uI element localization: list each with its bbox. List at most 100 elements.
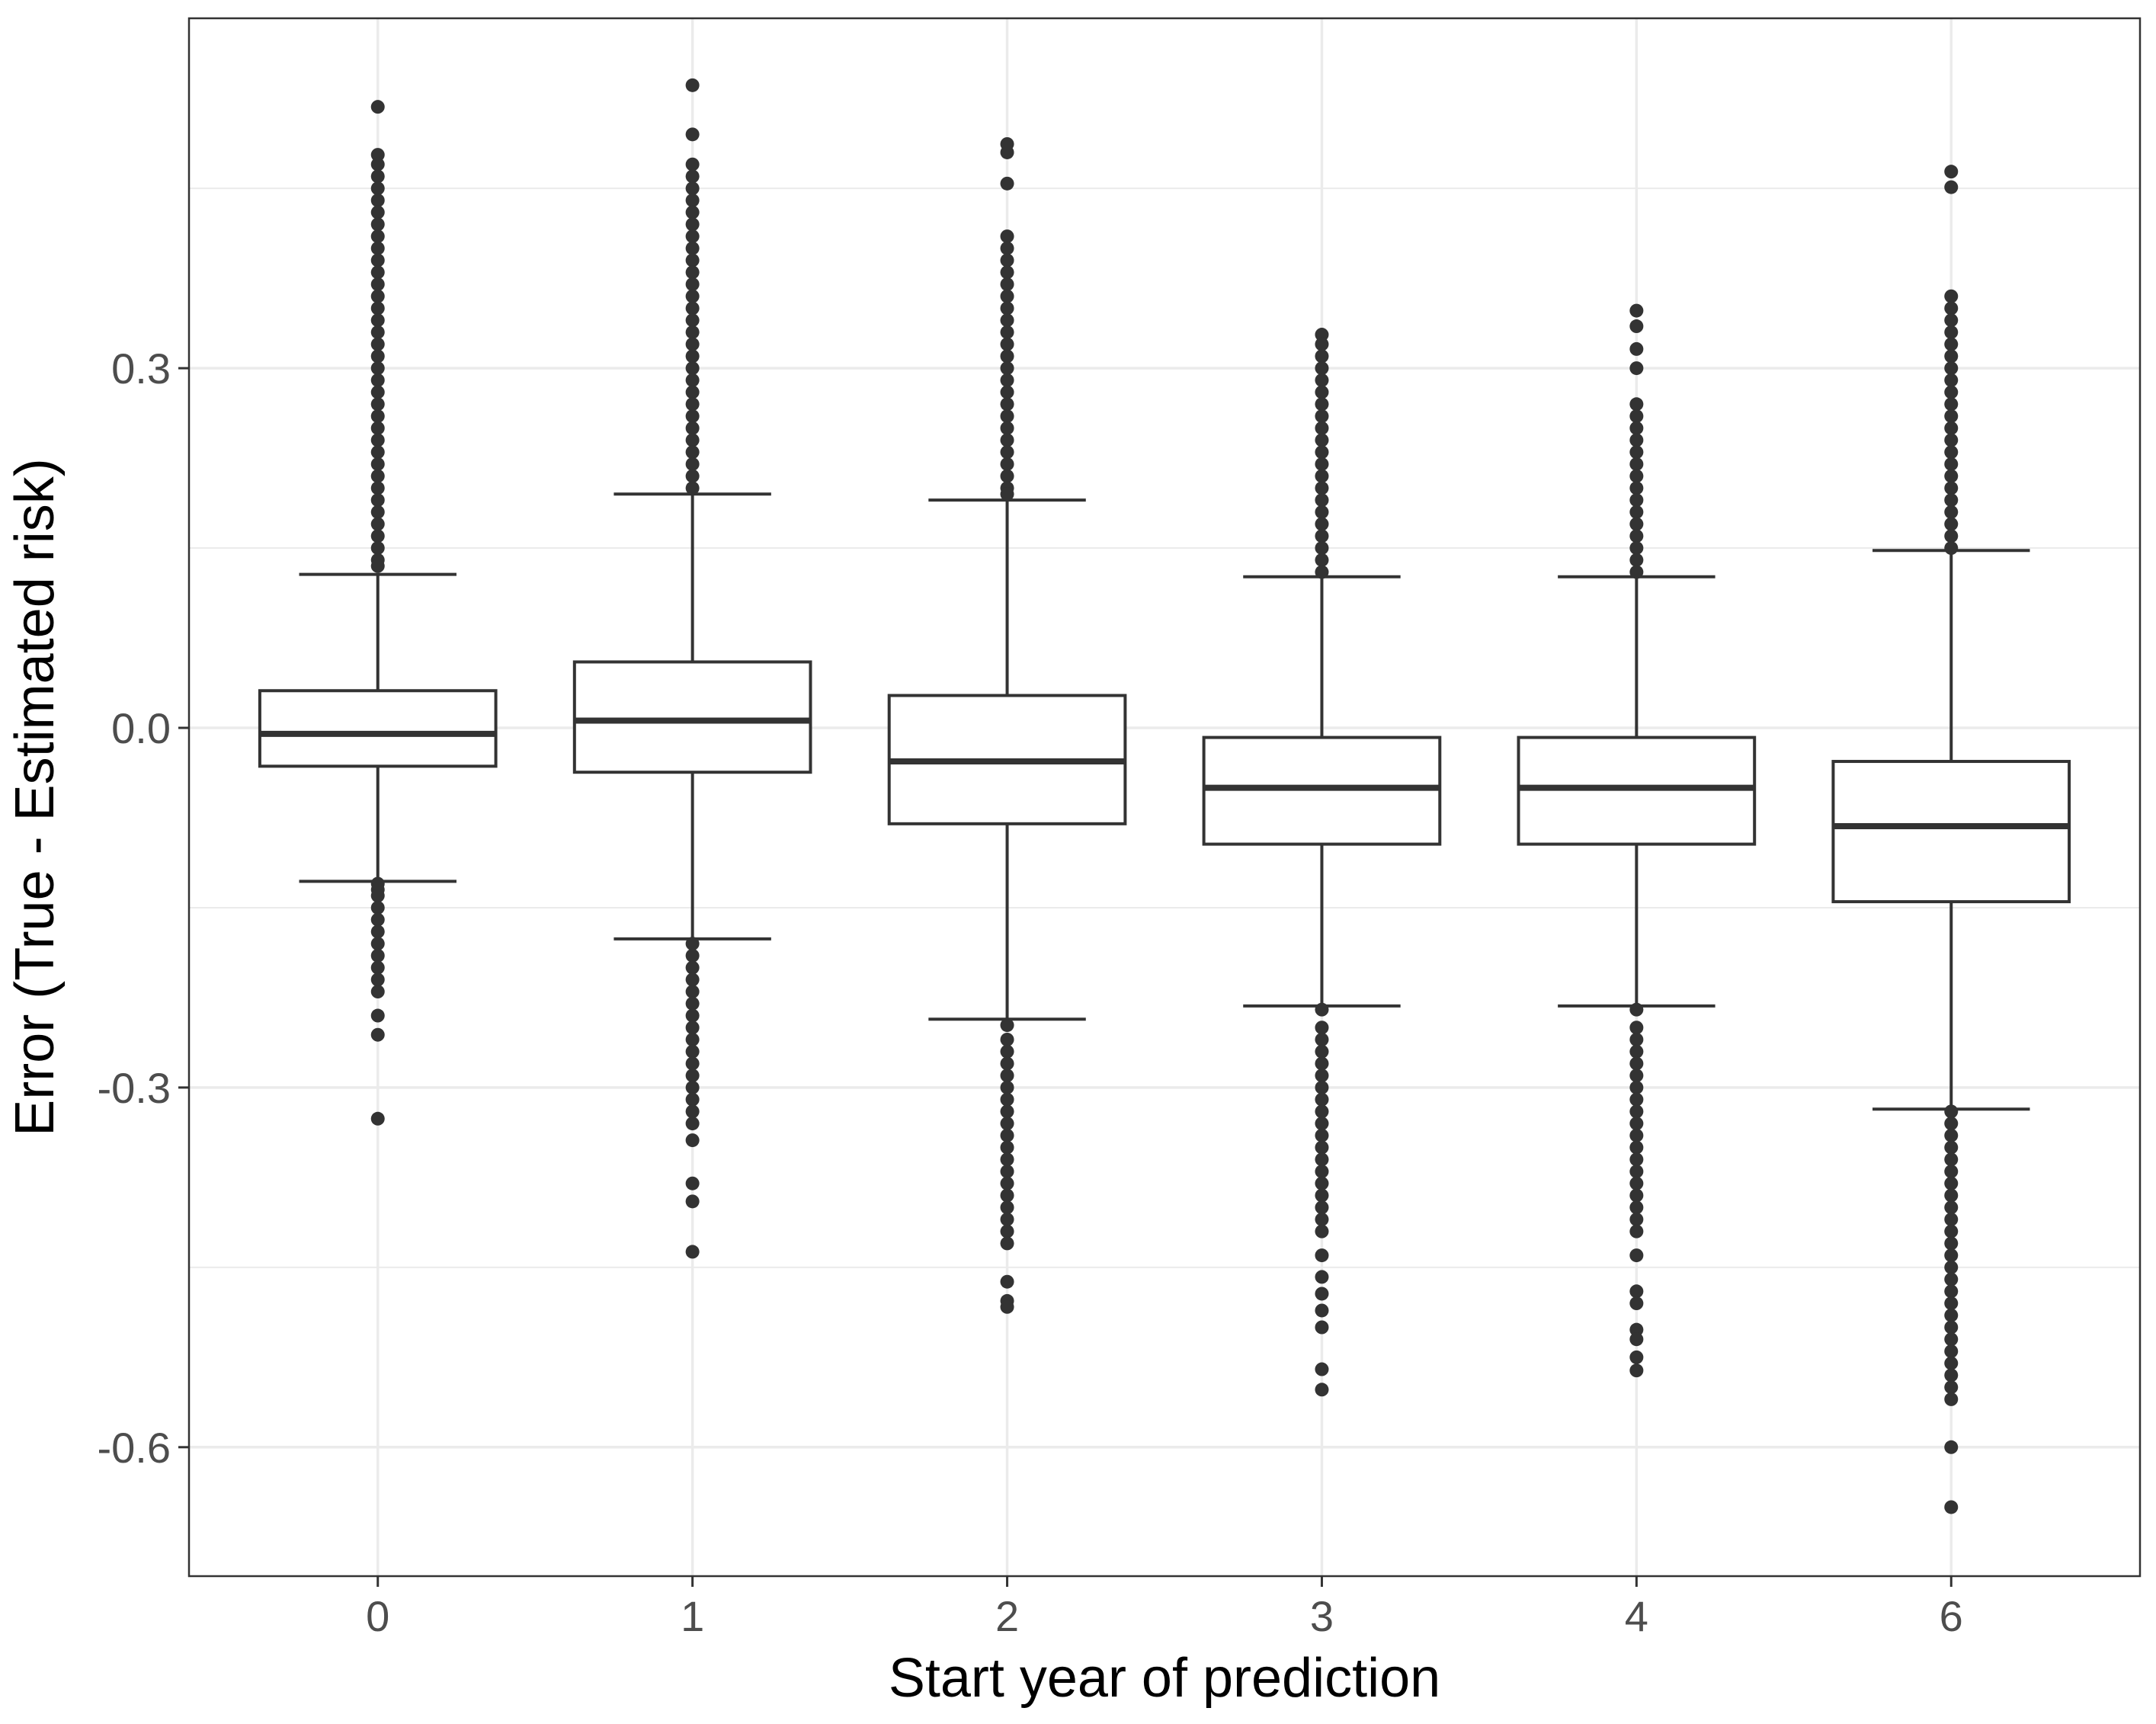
outlier-point <box>1315 1069 1329 1083</box>
outlier-point <box>1629 505 1644 519</box>
outlier-point <box>1944 289 1959 303</box>
outlier-point <box>685 1133 700 1148</box>
outlier-point <box>1629 1200 1644 1215</box>
outlier-point <box>685 481 700 495</box>
outlier-point <box>1000 1188 1014 1203</box>
outlier-point <box>1629 445 1644 460</box>
outlier-point <box>1000 176 1014 191</box>
outlier-point <box>1315 1104 1329 1119</box>
outlier-point <box>1944 1440 1959 1454</box>
outlier-point <box>685 337 700 351</box>
outlier-point <box>370 289 385 303</box>
box-iqr <box>258 689 498 768</box>
outlier-point <box>1315 328 1329 342</box>
outlier-point <box>1629 421 1644 435</box>
outlier-point <box>1944 337 1959 351</box>
outlier-point <box>370 229 385 244</box>
outlier-point <box>1944 1500 1959 1514</box>
box-group-1 <box>572 78 812 1259</box>
outlier-point <box>370 313 385 328</box>
outlier-point <box>685 157 700 171</box>
outlier-point <box>1629 1332 1644 1347</box>
outlier-point <box>1315 409 1329 424</box>
outlier-point <box>685 985 700 999</box>
outlier-point <box>1315 1032 1329 1046</box>
outlier-point <box>1629 481 1644 495</box>
outlier-point <box>1944 1140 1959 1155</box>
outlier-point <box>685 397 700 412</box>
outlier-point <box>1629 341 1644 356</box>
outlier-point <box>370 421 385 435</box>
outlier-point <box>1315 1383 1329 1397</box>
outlier-point <box>370 265 385 280</box>
outlier-point <box>370 169 385 184</box>
outlier-point <box>1629 493 1644 508</box>
outlier-point <box>1000 337 1014 351</box>
box-plots <box>258 78 2071 1514</box>
outlier-point <box>685 241 700 255</box>
outlier-point <box>1315 385 1329 399</box>
outlier-point <box>370 193 385 207</box>
outlier-point <box>685 385 700 399</box>
outlier-point <box>1629 1350 1644 1364</box>
outlier-point <box>685 373 700 387</box>
outlier-point <box>1629 409 1644 424</box>
x-tick-label: 6 <box>1940 1592 1963 1640</box>
outlier-point <box>1315 1165 1329 1179</box>
outlier-point <box>1944 409 1959 424</box>
outlier-point <box>370 469 385 483</box>
outlier-point <box>1315 1176 1329 1190</box>
outlier-point <box>1629 1176 1644 1190</box>
y-tick-label: -0.3 <box>98 1064 171 1112</box>
outlier-point <box>1315 1140 1329 1155</box>
outlier-point <box>370 505 385 519</box>
outlier-point <box>1315 565 1329 579</box>
outlier-point <box>685 1032 700 1046</box>
outlier-point <box>685 1104 700 1119</box>
outlier-point <box>685 996 700 1011</box>
outlier-point <box>1944 1200 1959 1215</box>
box-group-4 <box>1517 303 1757 1378</box>
outlier-point <box>1000 301 1014 316</box>
outlier-point <box>1629 1188 1644 1203</box>
outlier-point <box>1315 505 1329 519</box>
outlier-point <box>1629 1140 1644 1155</box>
outlier-point <box>1629 469 1644 483</box>
outlier-point <box>370 912 385 927</box>
outlier-point <box>1944 1392 1959 1406</box>
outlier-point <box>1629 1056 1644 1071</box>
outlier-point <box>1000 1212 1014 1226</box>
outlier-point <box>1629 1117 1644 1131</box>
box-group-3 <box>1202 328 1442 1397</box>
outlier-point <box>370 1027 385 1042</box>
outlier-point <box>370 373 385 387</box>
x-tick-label: 2 <box>995 1592 1019 1640</box>
outlier-point <box>685 325 700 339</box>
outlier-point <box>685 1008 700 1023</box>
outlier-point <box>1315 1002 1329 1017</box>
outlier-point <box>370 900 385 915</box>
panel-border <box>187 17 2142 1578</box>
outlier-point <box>1315 421 1329 435</box>
outlier-point <box>1944 469 1959 483</box>
outlier-point <box>1000 253 1014 268</box>
outlier-point <box>370 924 385 939</box>
outlier-point <box>685 229 700 244</box>
outlier-point <box>1315 1287 1329 1301</box>
outlier-point <box>1000 1104 1014 1119</box>
outlier-point <box>1629 319 1644 334</box>
outlier-point <box>370 960 385 975</box>
y-tick-label: 0.3 <box>111 344 171 393</box>
outlier-point <box>1944 541 1959 556</box>
outlier-point <box>1000 457 1014 471</box>
outlier-point <box>1944 1152 1959 1167</box>
outlier-point <box>1629 1021 1644 1035</box>
box-iqr <box>1831 760 2071 904</box>
outlier-point <box>370 277 385 291</box>
outlier-point <box>370 529 385 543</box>
outlier-point <box>1629 1284 1644 1299</box>
outlier-point <box>1315 361 1329 376</box>
outlier-point <box>1944 1308 1959 1322</box>
outlier-point <box>1629 1296 1644 1311</box>
outlier-point <box>1629 303 1644 318</box>
